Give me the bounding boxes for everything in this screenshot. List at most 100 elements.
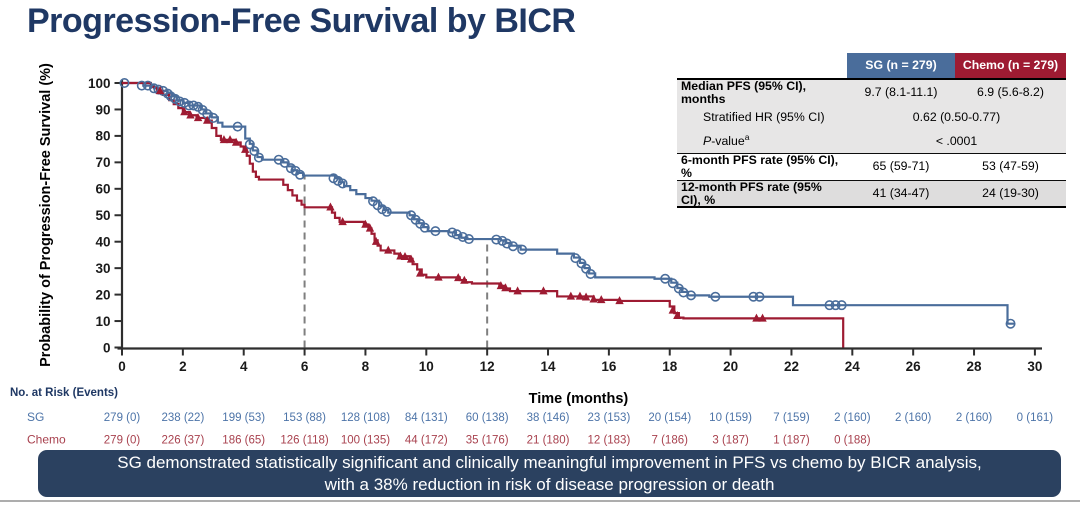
sg-curve	[122, 81, 1016, 325]
svg-text:70: 70	[95, 155, 110, 170]
stats-header-sg: SG (n = 279)	[847, 53, 955, 80]
median-pfs-label: Median PFS (95% CI), months	[677, 79, 847, 106]
svg-text:100: 100	[88, 76, 111, 91]
stats-row-6month-rate: 6-month PFS rate (95% CI), % 65 (59-71) …	[677, 152, 1066, 181]
svg-text:20: 20	[723, 359, 738, 374]
x-axis-title: Time (months)	[529, 391, 629, 407]
svg-text:1 (187): 1 (187)	[773, 435, 810, 447]
svg-text:18: 18	[662, 359, 678, 374]
rate12-chemo-value: 24 (19-30)	[955, 179, 1066, 209]
svg-text:128 (108): 128 (108)	[341, 412, 390, 424]
svg-text:279 (0): 279 (0)	[104, 412, 141, 424]
svg-text:12 (183): 12 (183)	[587, 435, 630, 447]
at-risk-header: No. at Risk (Events)	[10, 387, 118, 399]
svg-text:4: 4	[240, 359, 248, 374]
svg-text:35 (176): 35 (176)	[466, 435, 509, 447]
median-pfs-chemo-value: 6.9 (5.6-8.2)	[955, 79, 1066, 106]
stats-row-hr: Stratified HR (95% CI) 0.62 (0.50-0.77)	[677, 105, 1066, 130]
svg-text:186 (65): 186 (65)	[222, 435, 265, 447]
svg-text:3 (187): 3 (187)	[712, 435, 749, 447]
svg-text:12: 12	[480, 359, 495, 374]
svg-text:238 (22): 238 (22)	[161, 412, 204, 424]
reference-lines	[303, 175, 489, 348]
svg-text:14: 14	[541, 359, 557, 374]
stats-row-pvalue: P-valuea < .0001	[677, 129, 1066, 154]
rate6-sg-value: 65 (59-71)	[847, 152, 955, 181]
svg-text:6: 6	[301, 359, 309, 374]
stats-header-blank	[677, 53, 847, 80]
svg-text:30: 30	[1027, 359, 1042, 374]
x-tick-labels: 0 2 4 6 8 10 12 14 16 18 20 22 24 26 28 30	[118, 359, 1042, 374]
chemo-censor-marks	[155, 86, 767, 322]
svg-text:10 (159): 10 (159)	[709, 412, 752, 424]
svg-text:44 (172): 44 (172)	[405, 435, 448, 447]
svg-text:100 (135): 100 (135)	[341, 435, 390, 447]
conclusion-line-1: SG demonstrated statistically significan…	[117, 453, 982, 472]
rate12-label: 12-month PFS rate (95% CI), %	[677, 179, 847, 209]
svg-text:10: 10	[419, 359, 434, 374]
svg-text:2 (160): 2 (160)	[834, 412, 871, 424]
at-risk-row-chemo: Chemo 279 (0) 226 (37) 186 (65) 126 (118) 100…	[27, 433, 871, 447]
svg-text:126 (118): 126 (118)	[280, 435, 329, 447]
stats-row-median-pfs: Median PFS (95% CI), months 9.7 (8.1-11.…	[677, 79, 1066, 106]
svg-text:21 (180): 21 (180)	[527, 435, 570, 447]
svg-text:8: 8	[362, 359, 370, 374]
svg-text:80: 80	[95, 129, 110, 144]
svg-text:Chemo: Chemo	[27, 433, 66, 447]
bottom-divider	[0, 500, 1080, 502]
pvalue-label: P-valuea	[677, 129, 847, 154]
svg-text:60 (138): 60 (138)	[466, 412, 509, 424]
svg-text:16: 16	[601, 359, 617, 374]
svg-text:90: 90	[95, 102, 110, 117]
svg-text:20 (154): 20 (154)	[648, 412, 691, 424]
svg-text:No. at Risk (Events): No. at Risk (Events)	[10, 387, 118, 399]
svg-text:0 (188): 0 (188)	[834, 435, 871, 447]
svg-text:50: 50	[95, 208, 110, 223]
svg-text:26: 26	[906, 359, 922, 374]
conclusion-banner: SG demonstrated statistically significan…	[38, 450, 1061, 497]
svg-text:40: 40	[95, 235, 110, 250]
svg-text:226 (37): 226 (37)	[161, 435, 204, 447]
svg-text:Time (months): Time (months)	[529, 391, 629, 407]
svg-text:0: 0	[103, 340, 111, 355]
svg-text:2 (160): 2 (160)	[895, 412, 932, 424]
svg-text:38 (146): 38 (146)	[527, 412, 570, 424]
svg-text:30: 30	[95, 261, 110, 276]
svg-text:28: 28	[967, 359, 983, 374]
y-tick-labels: 0 10 20 30 40 50 60 70 80 90 100	[88, 76, 111, 355]
svg-text:Probability of Progression-Fre: Probability of Progression-Free Survival…	[38, 63, 54, 367]
axes	[114, 80, 1042, 356]
stats-header-chemo: Chemo (n = 279)	[955, 53, 1066, 80]
at-risk-row-sg: SG 279 (0) 238 (22) 199 (53) 153 (88) 128 (10…	[27, 410, 1053, 424]
svg-text:24: 24	[845, 359, 861, 374]
svg-text:0 (161): 0 (161)	[1017, 412, 1054, 424]
svg-text:199 (53): 199 (53)	[222, 412, 265, 424]
svg-text:84 (131): 84 (131)	[405, 412, 448, 424]
svg-text:60: 60	[95, 182, 110, 197]
svg-text:23 (153): 23 (153)	[587, 412, 630, 424]
conclusion-line-2: with a 38% reduction in risk of disease …	[324, 474, 775, 494]
hr-label: Stratified HR (95% CI)	[677, 105, 847, 130]
svg-text:10: 10	[95, 314, 110, 329]
stats-table-header-row: SG (n = 279) Chemo (n = 279)	[677, 53, 1066, 80]
svg-text:20: 20	[95, 287, 110, 302]
svg-text:2 (160): 2 (160)	[956, 412, 993, 424]
pvalue-value: < .0001	[847, 129, 1066, 154]
svg-text:153 (88): 153 (88)	[283, 412, 326, 424]
rate12-sg-value: 41 (34-47)	[847, 179, 955, 209]
sg-censor-marks	[119, 78, 1016, 329]
svg-text:7 (159): 7 (159)	[773, 412, 810, 424]
svg-text:7 (186): 7 (186)	[652, 435, 689, 447]
rate6-chemo-value: 53 (47-59)	[955, 152, 1066, 181]
stats-table: SG (n = 279) Chemo (n = 279) Median PFS …	[677, 53, 1066, 209]
page-title: Progression-Free Survival by BICR	[27, 2, 576, 40]
footnote-marker: a	[744, 131, 750, 142]
median-pfs-sg-value: 9.7 (8.1-11.1)	[847, 79, 955, 106]
svg-text:0: 0	[118, 359, 126, 374]
svg-text:2: 2	[179, 359, 187, 374]
rate6-label: 6-month PFS rate (95% CI), %	[677, 152, 847, 181]
stats-row-12month-rate: 12-month PFS rate (95% CI), % 41 (34-47)…	[677, 179, 1066, 209]
svg-text:279 (0): 279 (0)	[104, 435, 141, 447]
